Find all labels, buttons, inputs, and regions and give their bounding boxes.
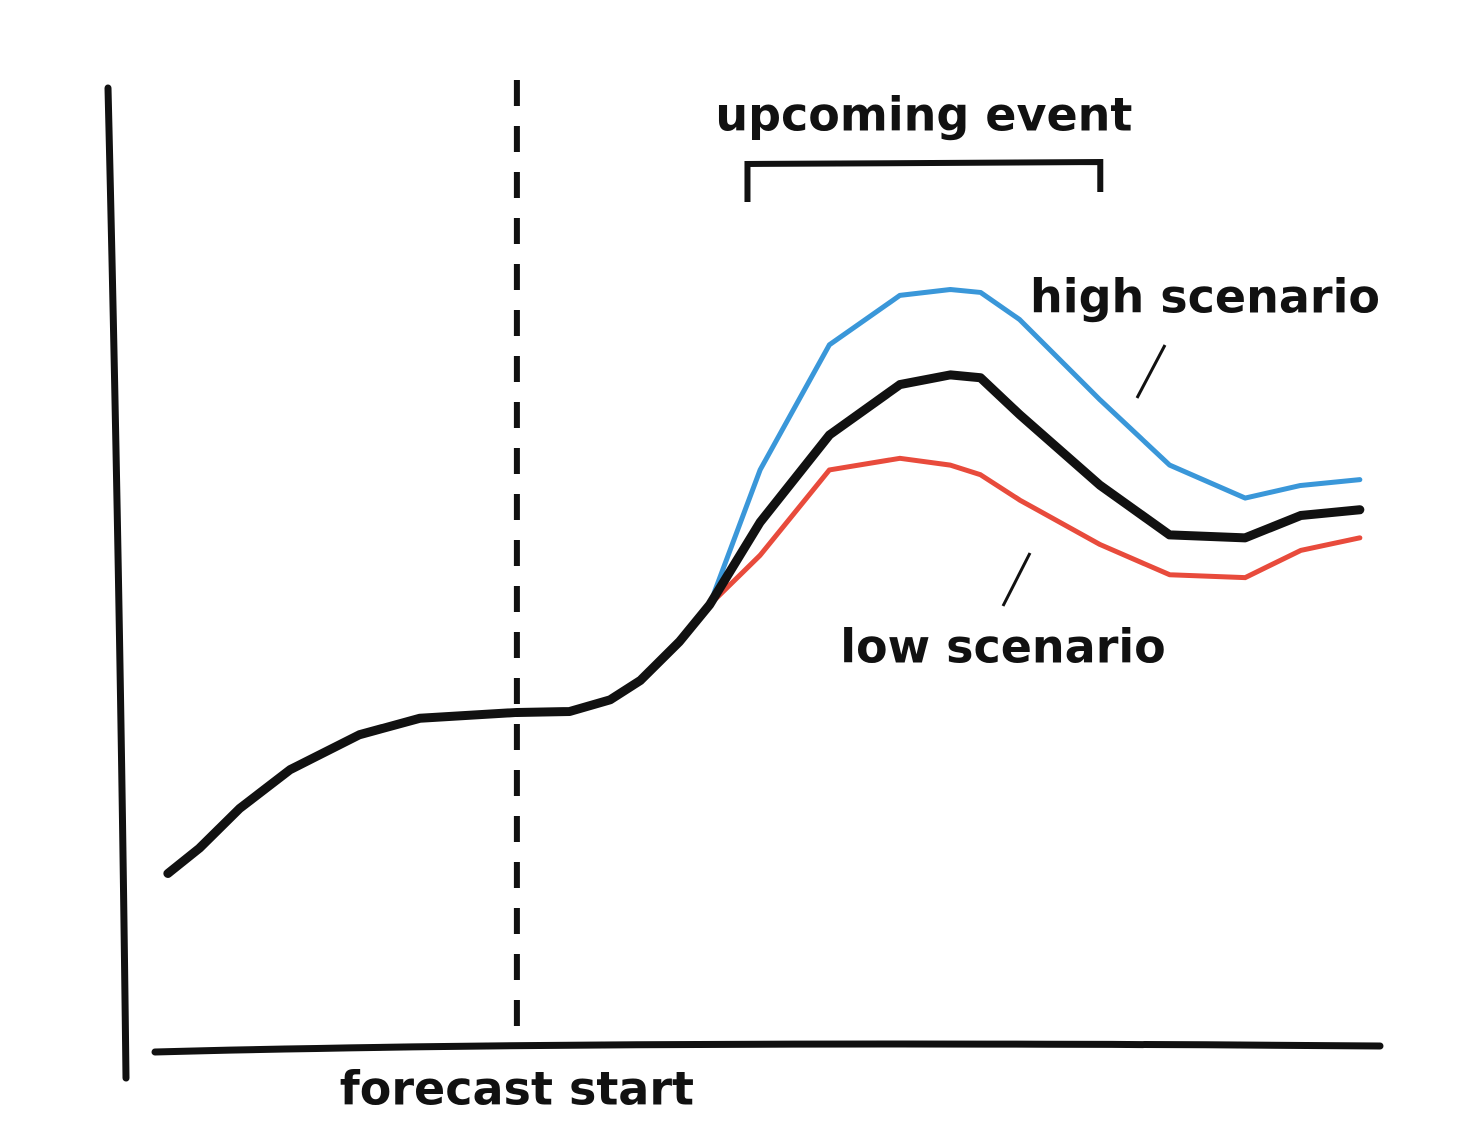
event-bracket [744, 158, 1104, 202]
x-axis [151, 1040, 1384, 1056]
leader-line [1001, 552, 1032, 607]
annotation: upcoming event [715, 88, 1132, 142]
y-axis [104, 84, 130, 1082]
series-line [707, 287, 1363, 608]
series-line [163, 370, 1365, 878]
annotation: forecast start [340, 1062, 694, 1116]
series-line [707, 455, 1363, 608]
series-label: low scenario [840, 620, 1166, 674]
leader-line [1135, 344, 1167, 399]
series-label: high scenario [1030, 270, 1380, 324]
